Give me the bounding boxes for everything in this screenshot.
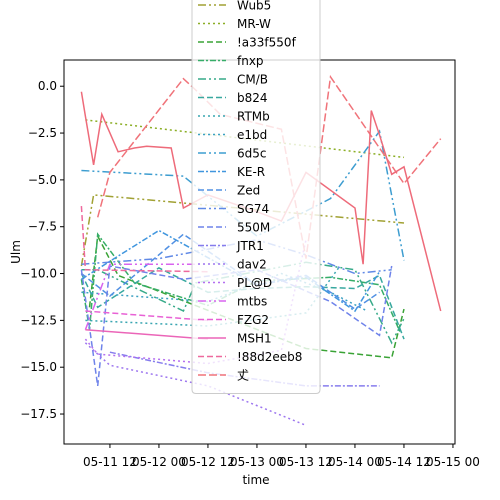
legend-label: b824: [237, 91, 268, 105]
legend-label: mtbs: [237, 295, 267, 309]
legend: Wub5 MR-W !a33f550f fnxp CM/B b824 RTMb e1bd 6d5…: [191, 0, 321, 394]
y-tick-label: −10.0: [20, 267, 57, 281]
legend-label: Wub5: [237, 0, 271, 13]
legend-label: 6d5c: [237, 147, 266, 161]
x-tick-label: 05-12 12: [181, 455, 235, 469]
legend-label: MR-W: [237, 17, 271, 31]
y-tick-label: −15.0: [20, 360, 57, 374]
legend-label: PL@D: [237, 276, 272, 290]
legend-label: SG74: [237, 202, 269, 216]
legend-label: JTR1: [236, 239, 264, 253]
x-tick-label: 05-13 12: [279, 455, 333, 469]
legend-label: 𠀋: [237, 369, 249, 383]
legend-label: !88d2eeb8: [237, 350, 302, 364]
x-tick-label: 05-14 12: [377, 455, 431, 469]
legend-label: Zed: [237, 184, 260, 198]
series-line-14: [84, 342, 307, 426]
y-tick-label: 0.0: [38, 79, 57, 93]
series-line-19: [80, 206, 208, 273]
x-tick-label: 05-12 00: [132, 455, 186, 469]
series-line-6: [85, 267, 340, 327]
series-line-16: [84, 263, 208, 330]
y-axis: 0.0 −2.5 −5.0 −7.5 −10.0 −12.5 −15.0 −17.5: [20, 79, 64, 421]
legend-label: KE-R: [237, 165, 265, 179]
legend-label: MSH1: [237, 332, 272, 346]
series-line-4: [81, 261, 405, 345]
y-axis-title: Ulm: [9, 240, 23, 264]
x-tick-label: 05-15 00: [426, 455, 480, 469]
series-line-11: [81, 239, 392, 275]
y-tick-label: −7.5: [28, 220, 57, 234]
y-tick-label: −17.5: [20, 407, 57, 421]
legend-frame: [191, 0, 321, 394]
legend-label: 550M: [237, 221, 270, 235]
legend-label: fnxp: [237, 54, 264, 68]
legend-label: e1bd: [237, 128, 267, 142]
x-axis-title: time: [242, 473, 269, 487]
y-tick-label: −5.0: [28, 173, 57, 187]
legend-label: dav2: [237, 258, 267, 272]
legend-label: FZG2: [237, 313, 269, 327]
x-tick-label: 05-11 12: [83, 455, 137, 469]
x-tick-label: 05-13 00: [230, 455, 284, 469]
legend-label: RTMb: [237, 110, 270, 124]
legend-label: !a33f550f: [237, 36, 297, 50]
series-line-12: [80, 265, 393, 387]
x-tick-label: 05-14 00: [328, 455, 382, 469]
series-line-17: [85, 310, 208, 322]
series-line-18: [85, 328, 208, 340]
y-tick-label: −2.5: [28, 126, 57, 140]
y-tick-label: −12.5: [20, 313, 57, 327]
legend-label: CM/B: [237, 73, 268, 87]
